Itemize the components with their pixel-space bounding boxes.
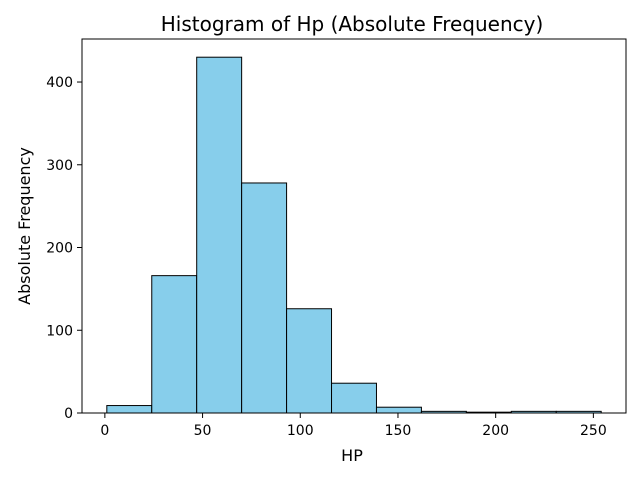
histogram-bar: [151, 275, 198, 414]
y-axis-ticks: 0 100 200 300 400: [46, 75, 82, 422]
y-tick-label: 200: [46, 241, 73, 257]
histogram-bar: [106, 405, 153, 414]
x-tick-label: 0: [100, 423, 109, 439]
y-axis-label: Absolute Frequency: [15, 147, 34, 305]
y-tick-label: 300: [46, 158, 73, 174]
bars-group: [106, 56, 602, 414]
x-tick-label: 100: [287, 423, 314, 439]
x-tick-label: 150: [385, 423, 412, 439]
x-tick-label: 200: [482, 423, 509, 439]
y-tick-label: 0: [64, 406, 73, 422]
histogram-bar: [196, 56, 243, 414]
histogram-bar: [241, 182, 288, 414]
x-tick-label: 50: [194, 423, 212, 439]
y-tick-label: 400: [46, 75, 73, 91]
x-tick-label: 250: [580, 423, 607, 439]
plot-frame: [81, 38, 627, 414]
histogram-bar: [331, 382, 377, 414]
y-tick-label: 100: [46, 323, 73, 339]
chart-title: Histogram of Hp (Absolute Frequency): [161, 12, 544, 36]
histogram-bar: [286, 308, 333, 414]
x-axis-label: HP: [341, 446, 363, 465]
histogram-bar: [375, 406, 422, 414]
x-axis-ticks: 0 50 100 150 200 250: [100, 413, 607, 439]
